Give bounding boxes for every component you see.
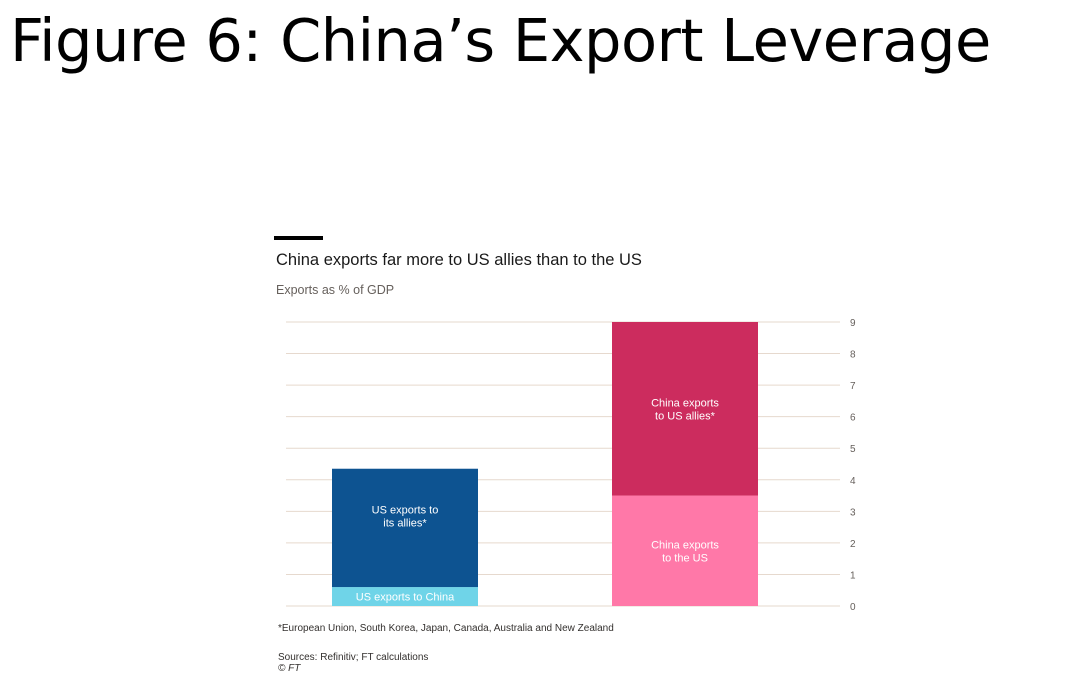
segment-label-line: China exports xyxy=(651,539,719,551)
copyright-line: © FT xyxy=(278,663,301,674)
y-tick-label: 2 xyxy=(850,539,856,550)
segment-label: US exports to China xyxy=(356,592,455,604)
bar-segment xyxy=(332,587,478,606)
segment-label-line: to US allies* xyxy=(655,410,716,422)
bars xyxy=(332,322,758,606)
bar-segment xyxy=(612,322,758,496)
bar-segment xyxy=(612,495,758,606)
y-axis-ticks: 0 1 2 3 4 5 6 7 8 9 xyxy=(850,318,856,613)
segment-label-line: US exports to China xyxy=(356,592,455,604)
y-tick-label: 7 xyxy=(850,381,856,392)
chart-title: China exports far more to US allies than… xyxy=(276,251,642,269)
segment-label: China exports to US allies* xyxy=(651,397,719,422)
segment-label: US exports to its allies* xyxy=(372,505,439,530)
y-tick-label: 3 xyxy=(850,507,856,518)
chart-subtitle: Exports as % of GDP xyxy=(276,283,395,297)
source-line: Sources: Refinitiv; FT calculations xyxy=(278,652,429,663)
y-tick-label: 6 xyxy=(850,413,856,424)
segment-label-line: to the US xyxy=(662,552,708,564)
segment-label: China exports to the US xyxy=(651,539,719,564)
segment-label-line: its allies* xyxy=(383,518,427,530)
y-tick-label: 9 xyxy=(850,318,856,329)
y-tick-label: 5 xyxy=(850,444,856,455)
segment-label-line: China exports xyxy=(651,397,719,409)
y-tick-label: 0 xyxy=(850,602,856,613)
bar-labels: US exports to China US exports to its alli… xyxy=(356,397,720,603)
segment-label-line: US exports to xyxy=(372,505,439,517)
slide-title: Figure 6: China’s Export Leverage xyxy=(10,6,991,75)
y-tick-label: 8 xyxy=(850,350,856,361)
chart-title-rule xyxy=(274,236,323,240)
chart-sources: Sources: Refinitiv; FT calculations © FT xyxy=(278,652,428,674)
chart-footnote: *European Union, South Korea, Japan, Can… xyxy=(278,623,614,634)
y-tick-label: 4 xyxy=(850,476,856,487)
bar-segment xyxy=(332,468,478,588)
y-tick-label: 1 xyxy=(850,570,856,581)
